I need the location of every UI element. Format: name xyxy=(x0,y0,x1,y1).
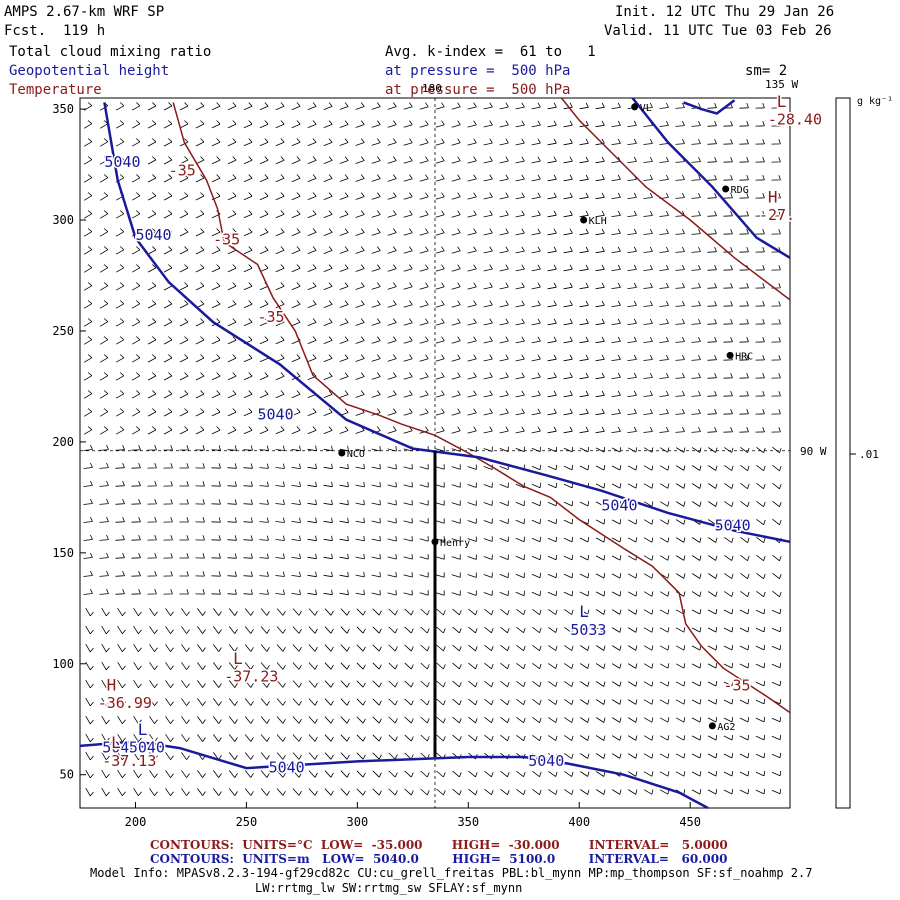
temp-extremum-type-1: L xyxy=(233,649,243,668)
lon-180-label: 180 xyxy=(422,82,442,95)
height-label-7: 5040 xyxy=(528,752,564,770)
y-tick-label-1: 100 xyxy=(52,657,74,671)
smoothing-label: sm= 2 xyxy=(745,63,788,79)
height-label-2: 5040 xyxy=(258,406,294,424)
colorbar-units: g kg⁻¹ xyxy=(857,96,893,107)
station-label-4: HRC xyxy=(735,351,753,362)
x-tick-label-0: 200 xyxy=(125,815,147,829)
temp-extremum-value-0: -36.99 xyxy=(98,694,152,712)
station-marker-2 xyxy=(580,216,588,224)
lon-90w-label: 90 W xyxy=(800,445,827,458)
axes: 200 250 300 350 400 450 50 100 150 200 250 300 350 xyxy=(52,102,701,829)
height-contour-2 xyxy=(631,97,791,259)
wind-barb-field xyxy=(83,102,782,797)
temp-extremum-value-3: -27. xyxy=(759,206,795,224)
height-label-5: 5040 xyxy=(102,739,138,757)
station-marker-6 xyxy=(631,103,639,111)
y-tick-label-4: 250 xyxy=(52,324,74,338)
height-label-0: 5040 xyxy=(104,153,140,171)
height-contour-1 xyxy=(79,740,709,810)
height-extremum-type-0: L xyxy=(579,602,589,621)
x-tick-label-4: 400 xyxy=(568,815,590,829)
temp-extremum-type-0: H xyxy=(107,675,117,694)
init-time: Init. 12 UTC Thu 29 Jan 26 xyxy=(615,4,835,20)
height-label-1: 5040 xyxy=(135,226,171,244)
y-tick-label-6: 350 xyxy=(52,102,74,116)
height-legend: CONTOURS: UNITS=m LOW= 5040.0 HIGH= 5100… xyxy=(150,852,728,866)
wind-barbs xyxy=(83,102,782,797)
temp-contour-0 xyxy=(172,102,791,714)
avg-kindex: Avg. k-index = 61 to 1 xyxy=(385,44,596,60)
station-label-3: RDG xyxy=(731,185,749,196)
field-height-label: Geopotential height xyxy=(9,63,170,79)
field-cloud-label: Total cloud mixing ratio xyxy=(9,44,212,60)
station-marker-5 xyxy=(708,722,716,730)
height-contour-3 xyxy=(683,99,736,115)
colorbar-tick-label: .01 xyxy=(859,448,879,461)
pressure-temp: at pressure = 500 hPa xyxy=(385,82,571,98)
height-extremum-value-0: 5033 xyxy=(570,621,606,639)
height-extremum-value-1: 5040 xyxy=(129,739,165,757)
temp-extremum-value-2: -37.13 xyxy=(102,752,156,770)
field-temp-label: Temperature xyxy=(9,82,102,98)
model-info-line2: LW:rrtmg_lw SW:rrtmg_sw SFLAY:sf_mynn xyxy=(255,881,523,895)
height-contours xyxy=(79,97,791,810)
temp-extremum-type-3: H xyxy=(768,187,778,206)
temp-contour-1 xyxy=(560,97,791,301)
height-label-3: 5040 xyxy=(601,497,637,515)
forecast-hour: Fcst. 119 h xyxy=(4,23,106,39)
temp-label-1: -35 xyxy=(213,230,240,248)
height-contour-0 xyxy=(103,102,791,544)
stations: NCO Henry KLH RDG HRC AG2 VL xyxy=(338,103,753,733)
x-tick-label-1: 250 xyxy=(236,815,258,829)
y-tick-label-3: 200 xyxy=(52,435,74,449)
y-tick-label-5: 300 xyxy=(52,213,74,227)
station-label-1: Henry xyxy=(440,538,470,549)
x-tick-label-2: 300 xyxy=(347,815,369,829)
station-marker-0 xyxy=(338,449,346,457)
height-label-6: 5040 xyxy=(269,759,305,777)
lon-135w-label: 135 W xyxy=(765,78,798,91)
y-tick-label-2: 150 xyxy=(52,546,74,560)
x-tick-label-5: 450 xyxy=(679,815,701,829)
temp-label-0: -35 xyxy=(169,162,196,180)
temp-extremum-type-2: L xyxy=(111,733,121,752)
station-marker-4 xyxy=(726,351,734,359)
height-extremum-type-1: L xyxy=(138,720,148,739)
temp-extremum-type-4: L xyxy=(777,92,787,111)
model-info-line1: Model Info: MPASv8.2.3-194-gf29cd82c CU:… xyxy=(90,866,813,880)
temp-label-3: -35 xyxy=(723,676,750,694)
station-marker-3 xyxy=(722,185,730,193)
y-tick-label-0: 50 xyxy=(60,768,74,782)
temp-extremum-value-4: -28.40 xyxy=(768,111,822,129)
temp-legend: CONTOURS: UNITS=°C LOW= -35.000 HIGH= -3… xyxy=(150,838,728,852)
station-label-6: VL xyxy=(640,103,652,114)
colorbar xyxy=(835,97,851,809)
model-title: AMPS 2.67-km WRF SP xyxy=(4,4,165,20)
station-label-0: NCO xyxy=(347,449,365,460)
temp-label-2: -35 xyxy=(258,308,285,326)
pressure-height: at pressure = 500 hPa xyxy=(385,63,571,79)
station-label-2: KLH xyxy=(589,216,607,227)
height-label-4: 5040 xyxy=(715,517,751,535)
valid-time: Valid. 11 UTC Tue 03 Feb 26 xyxy=(604,23,832,39)
temp-extremum-value-1: -37.23 xyxy=(224,668,278,686)
temperature-contours xyxy=(172,97,791,714)
station-label-5: AG2 xyxy=(717,722,735,733)
station-marker-1 xyxy=(431,538,439,546)
x-tick-label-3: 350 xyxy=(457,815,479,829)
